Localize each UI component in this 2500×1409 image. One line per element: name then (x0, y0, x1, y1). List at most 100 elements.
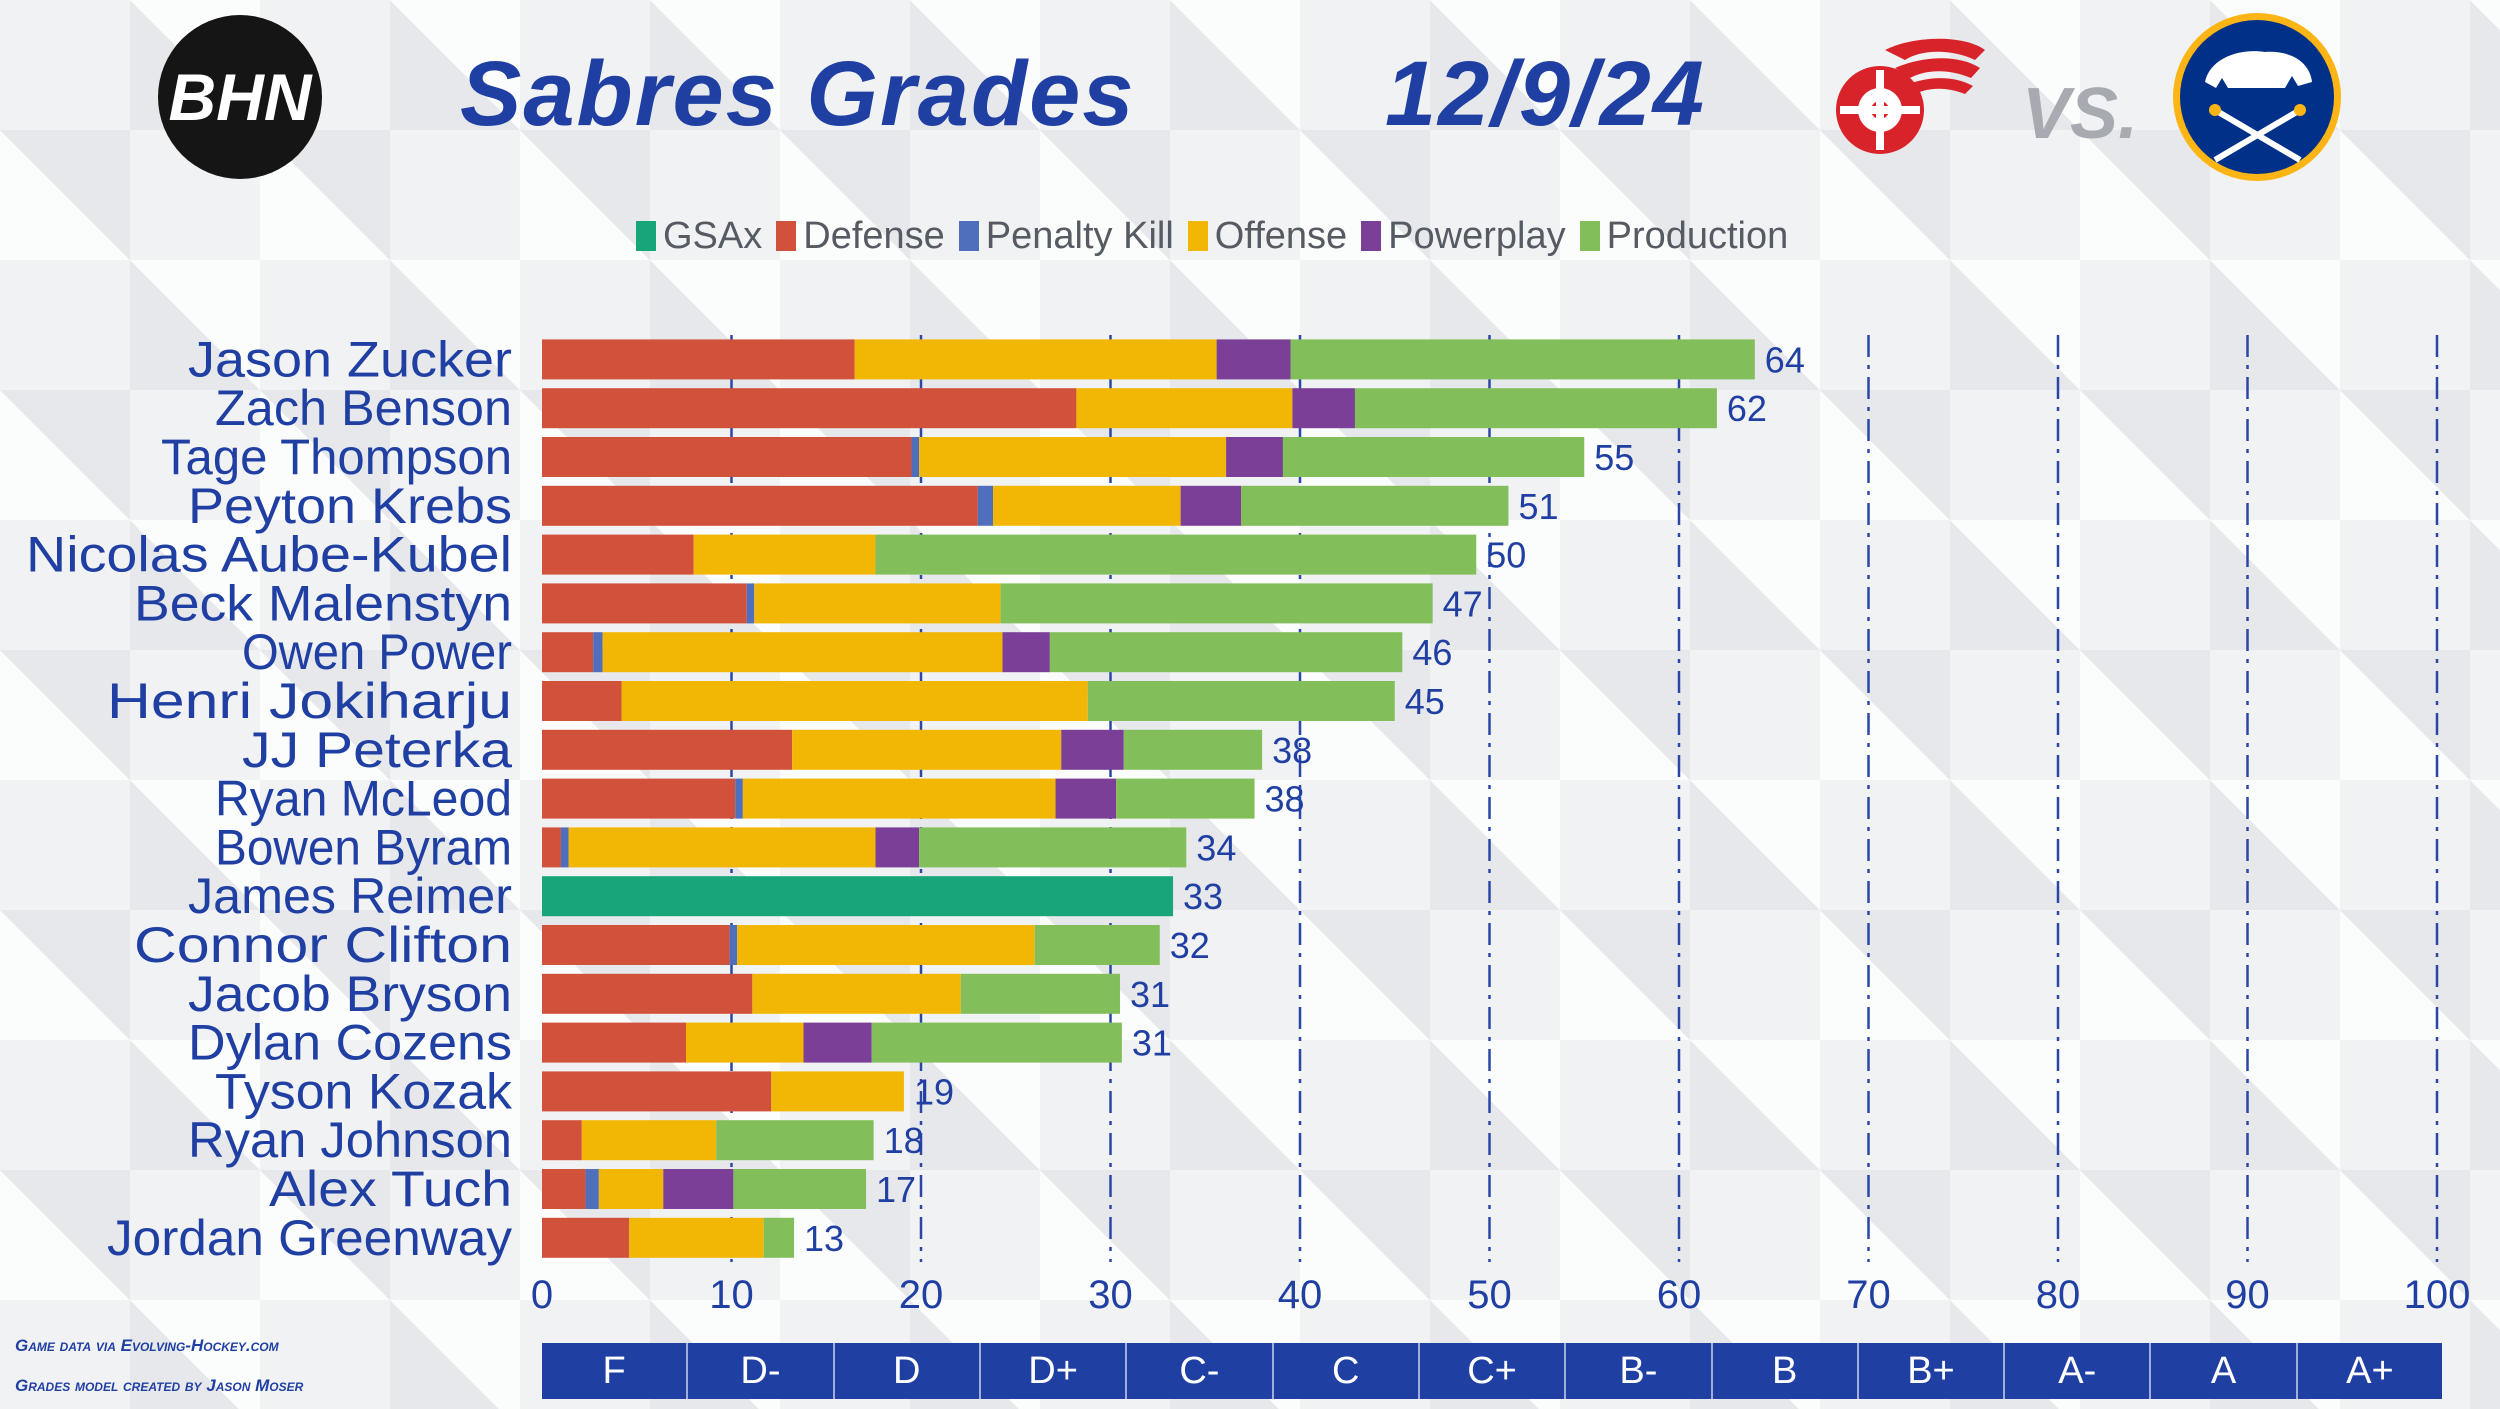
bar-segment (875, 827, 920, 868)
bar-segment (1076, 388, 1293, 429)
bar-segment (542, 1120, 582, 1161)
total-label: 34 (1196, 827, 1236, 868)
grade-cell: B+ (1856, 1343, 2003, 1399)
bar-segment (542, 485, 978, 526)
bar-segment (1123, 729, 1263, 770)
grade-cell: B- (1564, 1343, 1710, 1399)
player-name: Ryan Johnson (188, 1112, 512, 1168)
bar-segment (752, 973, 961, 1014)
bar-segment (754, 583, 1001, 624)
bar-segment (542, 632, 594, 673)
total-label: 19 (914, 1071, 954, 1112)
x-tick-label: 90 (2225, 1273, 2270, 1317)
legend-swatch (1579, 221, 1600, 251)
bar-segment (542, 1169, 586, 1209)
bar-segment (542, 1071, 772, 1112)
total-label: 32 (1170, 925, 1210, 966)
bar-segment (919, 827, 1187, 868)
x-tick-label: 10 (709, 1273, 754, 1317)
grade-cell: C- (1125, 1343, 1271, 1399)
legend-label: Defense (803, 214, 945, 257)
total-label: 51 (1518, 486, 1558, 527)
bar-segment (911, 437, 920, 477)
bar-segment (542, 876, 1174, 917)
bar-segment (803, 1022, 872, 1063)
x-tick-label: 20 (899, 1273, 944, 1317)
player-name: Tage Thompson (161, 429, 512, 485)
total-label: 64 (1765, 339, 1805, 380)
bar-segment (1000, 583, 1433, 624)
legend-label: Production (1606, 214, 1789, 257)
bar-segment (542, 729, 793, 770)
total-label: 17 (876, 1169, 916, 1210)
grade-cell: B (1710, 1343, 1857, 1399)
bar-segment (960, 973, 1120, 1014)
total-label: 38 (1272, 730, 1312, 771)
bar-segment (1087, 681, 1395, 721)
player-name: Alex Tuch (269, 1161, 512, 1217)
credit-model-author: Grades model created by Jason Moser (15, 1376, 304, 1395)
bar-segment (542, 339, 855, 380)
player-name: Beck Malenstyn (134, 575, 512, 631)
legend-swatch (1187, 221, 1208, 251)
bar-segment (1226, 437, 1283, 477)
bar-segment (542, 681, 622, 721)
total-label: 62 (1727, 388, 1767, 429)
player-name: Jason Zucker (188, 331, 512, 387)
bar-segment (716, 1120, 874, 1161)
bar-segment (737, 925, 1035, 965)
player-name: Owen Power (242, 624, 512, 680)
grade-cell: C+ (1417, 1343, 1564, 1399)
grade-cell: C (1271, 1343, 1418, 1399)
legend-label: Penalty Kill (985, 214, 1174, 257)
legend-item: GSAx (636, 215, 762, 258)
x-tick-label: 80 (2036, 1273, 2081, 1317)
credit-data-source: Game data via Evolving-Hockey.com (15, 1336, 279, 1355)
bar-segment (1290, 339, 1755, 380)
game-date: 12/9/24 (1385, 43, 1706, 145)
bar-segment (542, 827, 561, 868)
player-name: Bowen Byram (215, 819, 512, 875)
bar-segment (560, 827, 569, 868)
grade-cell: D (832, 1343, 979, 1399)
x-tick-label: 40 (1278, 1273, 1323, 1317)
bar-segment (1116, 778, 1255, 819)
bhn-logo: BHN (158, 15, 322, 179)
grade-cell: A- (2003, 1343, 2149, 1399)
sabres-logo-icon (2173, 13, 2341, 181)
total-label: 38 (1265, 779, 1305, 820)
grade-cell: D+ (978, 1343, 1125, 1399)
bar-segment (763, 1217, 795, 1258)
bar-segment (686, 1022, 804, 1063)
bar-segment (792, 729, 1062, 770)
total-label: 50 (1486, 535, 1526, 576)
x-tick-label: 50 (1467, 1273, 1512, 1317)
bar-segment (593, 632, 603, 673)
bar-segment (1002, 632, 1050, 673)
player-name: Peyton Krebs (188, 478, 512, 534)
bar-segment (1292, 388, 1355, 429)
bar-segment (871, 1022, 1122, 1063)
grade-cell: A+ (2295, 1343, 2442, 1399)
bar-segment (542, 583, 747, 624)
legend-label: GSAx (663, 214, 763, 257)
player-name: Ryan McLeod (215, 771, 512, 827)
bhn-logo-text: BHN (169, 60, 313, 134)
grade-cell: A (2149, 1343, 2295, 1399)
bar-segment (1282, 437, 1585, 477)
x-tick-label: 60 (1657, 1273, 1702, 1317)
grade-cell: F (602, 1349, 626, 1392)
bar-segment (542, 1022, 687, 1063)
bar-segment (875, 534, 1477, 575)
bar-segment (542, 1217, 630, 1258)
bar-segment (1354, 388, 1717, 429)
total-label: 47 (1443, 583, 1483, 624)
bar-segment (542, 778, 736, 819)
chart-legend: GSAx Defense Penalty Kill Offense Powerplay P… (636, 214, 1788, 258)
bar-segment (771, 1071, 904, 1112)
bar-segment (1049, 632, 1403, 673)
bar-segment (542, 925, 730, 965)
x-tick-label: 100 (2404, 1273, 2471, 1317)
total-label: 13 (804, 1218, 844, 1259)
